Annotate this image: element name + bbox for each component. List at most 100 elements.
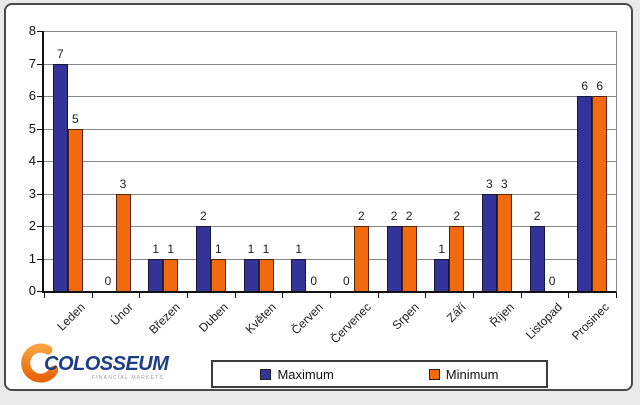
- bar-value-label: 1: [438, 241, 446, 256]
- bar-minimum: [210, 258, 226, 291]
- x-tick: [568, 293, 570, 298]
- bar-value-label: 1: [262, 241, 270, 256]
- maximum-swatch-icon: [260, 368, 272, 380]
- bar-value-label: 2: [200, 209, 207, 223]
- x-axis-label: Prosinec: [569, 300, 613, 343]
- x-tick: [234, 293, 236, 298]
- x-tick: [473, 293, 474, 298]
- bar-minimum: [67, 128, 83, 291]
- x-tick: [425, 293, 427, 298]
- bar-value-label: 1: [167, 241, 175, 256]
- bar-maximum: [148, 258, 164, 291]
- bar-col: 2: [529, 31, 545, 291]
- x-tick: [187, 293, 188, 298]
- x-axis-label: Květen: [242, 300, 279, 337]
- x-tick: [44, 293, 45, 298]
- y-axis-label: 6: [28, 88, 36, 103]
- bar-value-label: 0: [310, 274, 318, 288]
- gridline: [44, 128, 616, 130]
- x-axis-label: Říjen: [487, 300, 517, 330]
- gridline: [44, 63, 616, 65]
- bar-value-label: 3: [486, 176, 493, 191]
- x-tick: [330, 293, 331, 298]
- bar-value-label: 0: [104, 274, 112, 288]
- y-tick: [37, 31, 42, 32]
- bar-maximum: [481, 193, 497, 291]
- y-tick: [37, 63, 42, 65]
- bar-col: 1: [258, 31, 274, 291]
- x-axis-label: Červen: [288, 300, 327, 338]
- bar-col: 1: [243, 31, 259, 291]
- bar-value-label: 0: [343, 274, 350, 288]
- x-tick: [377, 293, 379, 298]
- y-tick: [37, 96, 42, 97]
- bar-col: 2: [195, 31, 211, 291]
- bar-col: 2: [401, 31, 417, 291]
- bar-minimum: [163, 258, 179, 291]
- bar-maximum: [529, 226, 545, 291]
- bar-maximum: [434, 258, 450, 291]
- logo-text: COLOSSEUM: [44, 353, 169, 375]
- bar-col: 1: [291, 31, 307, 291]
- bar-col: 0: [339, 31, 354, 291]
- bar-minimum: [401, 226, 417, 291]
- bar-maximum: [291, 258, 307, 291]
- bar-minimum: [449, 226, 465, 291]
- bar-value-label: 3: [119, 176, 127, 191]
- bar-col: 1: [434, 31, 450, 291]
- bar-value-label: 1: [152, 241, 160, 256]
- bar-col: 2: [386, 31, 402, 291]
- x-tick: [616, 293, 617, 298]
- y-axis-label: 0: [28, 283, 36, 298]
- y-tick: [37, 226, 42, 227]
- x-axis-label: Leden: [54, 300, 88, 334]
- bar-value-label: 1: [215, 241, 222, 256]
- bar-value-label: 2: [533, 209, 541, 223]
- y-axis-label: 8: [28, 23, 36, 38]
- legend: Maximum Minimum: [211, 360, 548, 388]
- y-tick: [37, 128, 42, 130]
- gridline: [44, 193, 616, 195]
- legend-item-minimum: Minimum: [428, 366, 499, 382]
- x-axis-label: Září: [444, 300, 470, 325]
- y-axis-label: 5: [28, 120, 36, 136]
- x-axis-label: Červenec: [327, 300, 374, 347]
- bar-maximum: [243, 258, 259, 291]
- bar-maximum: [195, 226, 211, 291]
- y-axis-label: 7: [28, 55, 36, 71]
- x-axis-label: Listopad: [522, 300, 565, 342]
- bar-maximum: [52, 63, 68, 291]
- bar-col: 5: [67, 31, 83, 291]
- x-tick: [520, 293, 522, 298]
- x-tick: [139, 293, 141, 298]
- x-axis-label: Srpen: [388, 300, 422, 333]
- bar-value-label: 2: [390, 209, 398, 223]
- x-axis-label: Duben: [195, 300, 231, 335]
- bar-value-label: 1: [295, 241, 303, 256]
- bar-minimum: [496, 193, 512, 291]
- y-axis-label: 1: [28, 250, 36, 266]
- bar-value-label: 0: [548, 274, 556, 288]
- logo-swoosh-icon: [21, 343, 58, 383]
- bar-col: 0: [101, 31, 116, 291]
- bar-col: 2: [353, 31, 369, 291]
- bar-col: 0: [545, 31, 560, 291]
- bar-col: 7: [52, 31, 68, 291]
- bar-col: 0: [306, 31, 321, 291]
- bar-col: 2: [449, 31, 465, 291]
- bar-value-label: 7: [56, 46, 64, 61]
- bar-minimum: [258, 258, 274, 291]
- legend-item-maximum: Maximum: [260, 367, 334, 382]
- x-axis-label: Únor: [107, 300, 136, 329]
- legend-label-minimum: Minimum: [445, 366, 499, 382]
- gridline: [44, 161, 616, 162]
- bar-maximum: [386, 226, 402, 291]
